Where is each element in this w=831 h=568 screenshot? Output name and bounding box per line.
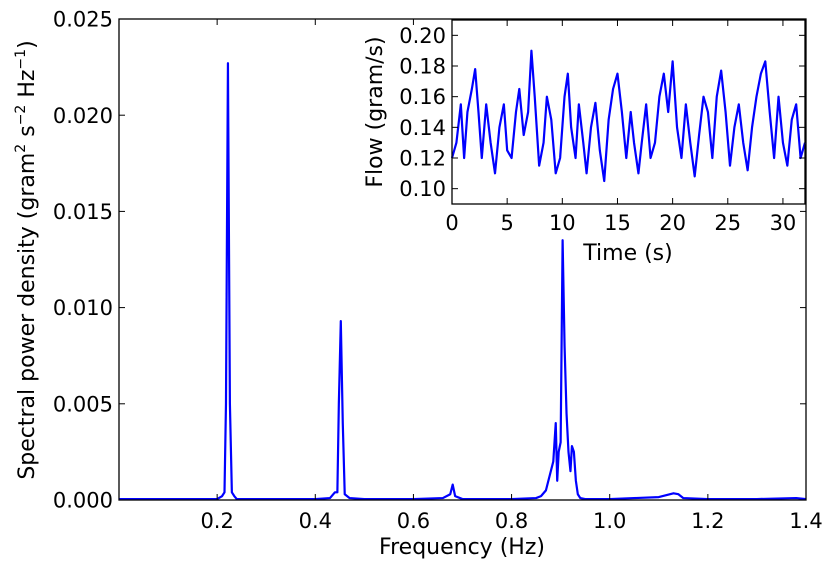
x-tick-label: 1.0	[593, 509, 626, 533]
x-tick-label: 30	[770, 211, 797, 235]
main-plot-frame	[118, 18, 807, 501]
x-tick-label: 1.2	[691, 509, 724, 533]
series-line	[119, 62, 807, 501]
inset-x-axis-label: Time (s)	[582, 241, 672, 266]
series-line	[450, 49, 807, 183]
main-chart: 0.2 0.4 0.6 0.8 1.0 1.2 1.4 0.000 0.005 0.010 0.01…	[13, 8, 823, 560]
inset-background	[452, 20, 805, 204]
y-tick-label: 0.010	[53, 296, 113, 320]
y-tick-label: 0.020	[53, 104, 113, 128]
inset-y-axis-label: Flow (gram/s)	[363, 36, 388, 187]
y-tick-label: 0.14	[399, 116, 446, 140]
main-line-layer	[119, 62, 807, 501]
main-x-axis-label: Frequency (Hz)	[379, 535, 545, 560]
y-tick-label: 0.20	[399, 24, 446, 48]
x-tick-label: 0.2	[200, 509, 233, 533]
x-tick-label: 0.4	[299, 509, 332, 533]
y-tick-label: 0.18	[399, 55, 446, 79]
inset-ticks: 0 5 10 15 20 25 30 0.10 0.12 0.14 0.16 0.18 0.20	[399, 20, 805, 235]
y-tick-label: 0.025	[53, 8, 113, 32]
inset-line-layer	[450, 49, 807, 183]
inset-plot-frame	[451, 19, 806, 205]
x-tick-label: 20	[659, 211, 686, 235]
x-tick-label: 1.4	[789, 509, 822, 533]
y-tick-label: 0.16	[399, 85, 446, 109]
x-tick-label: 25	[714, 211, 741, 235]
main-y-axis-label: Spectral power density (gram2 s−2 Hz−1)	[13, 40, 40, 479]
x-tick-label: 15	[604, 211, 631, 235]
y-tick-label: 0.10	[399, 177, 446, 201]
y-tick-label: 0.000	[53, 489, 113, 513]
x-tick-label: 10	[549, 211, 576, 235]
y-tick-label: 0.005	[53, 392, 113, 416]
x-tick-label: 0.8	[495, 509, 528, 533]
main-ticks: 0.2 0.4 0.6 0.8 1.0 1.2 1.4 0.000 0.005 0.010 0.01…	[53, 8, 823, 533]
x-tick-label: 0.6	[397, 509, 430, 533]
y-tick-label: 0.12	[399, 147, 446, 171]
y-tick-label: 0.015	[53, 200, 113, 224]
x-tick-label: 5	[500, 211, 513, 235]
x-tick-label: 0	[445, 211, 458, 235]
inset-chart: 0 5 10 15 20 25 30 0.10 0.12 0.14 0.16 0.18 0.20 Tim…	[363, 19, 807, 266]
